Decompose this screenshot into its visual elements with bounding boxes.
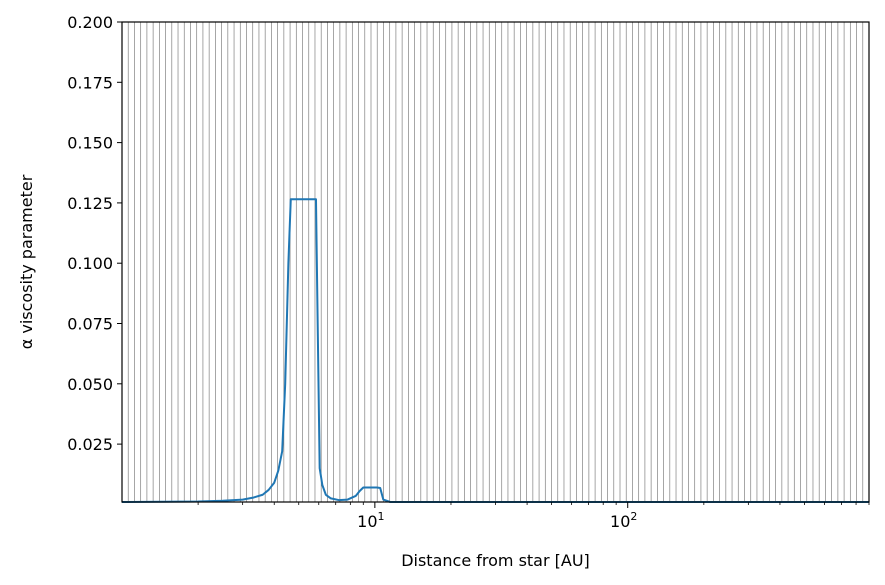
y-tick-label: 0.050	[67, 375, 113, 394]
y-tick-label: 0.075	[67, 315, 113, 334]
y-axis-label: α viscosity parameter	[17, 174, 36, 349]
x-axis-label: Distance from star [AU]	[401, 551, 590, 570]
series-layer	[121, 198, 869, 503]
axis-ticks: 0.025 0.050 0.075 0.100 0.125 0.150 0.175 0.200…	[67, 13, 870, 531]
y-tick-label: 0.025	[67, 435, 113, 454]
y-tick-label: 0.200	[67, 13, 113, 32]
y-tick-label: 0.175	[67, 73, 113, 92]
y-tick-label: 0.150	[67, 134, 113, 153]
series-line-0	[121, 198, 869, 503]
y-tick-label: 0.100	[67, 254, 113, 273]
y-tick-label: 0.125	[67, 194, 113, 213]
grid-lines	[127, 22, 864, 502]
